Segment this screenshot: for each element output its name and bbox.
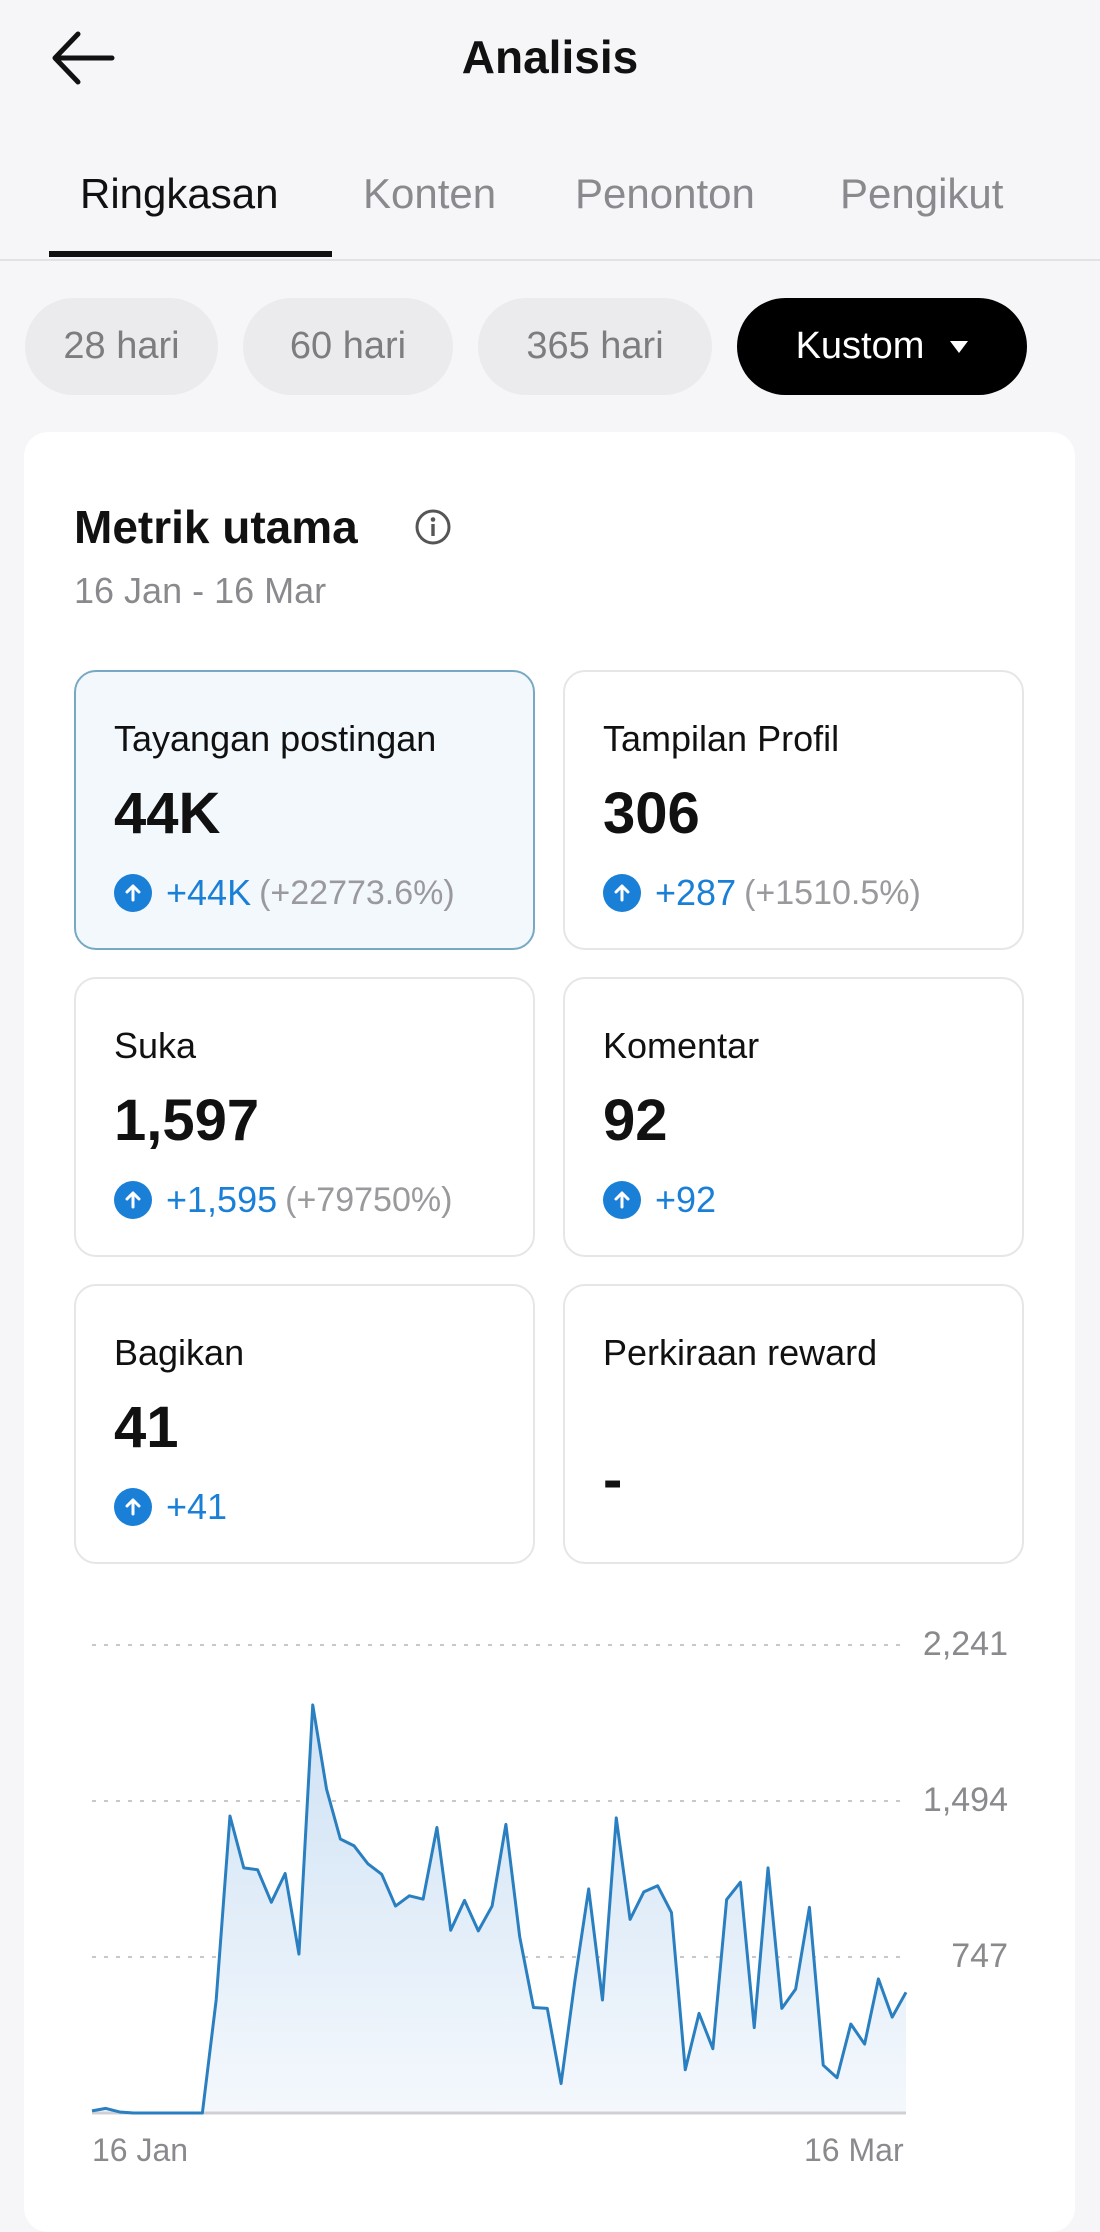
x-tick-label: 16 Mar bbox=[804, 2132, 904, 2169]
metric-percent: (+79750%) bbox=[285, 1181, 452, 1220]
metric-change: +44K(+22773.6%) bbox=[114, 872, 455, 914]
metric-delta: +92 bbox=[655, 1179, 716, 1221]
metric-label: Komentar bbox=[603, 1025, 759, 1067]
date-range: 16 Jan - 16 Mar bbox=[74, 570, 326, 612]
arrow-up-circle-icon bbox=[114, 1181, 152, 1219]
metric-value: 92 bbox=[603, 1087, 668, 1154]
metric-label: Perkiraan reward bbox=[603, 1332, 877, 1374]
section-title: Metrik utama bbox=[74, 500, 358, 554]
y-tick-label: 747 bbox=[951, 1937, 1008, 1976]
metric-change: +1,595(+79750%) bbox=[114, 1179, 452, 1221]
metric-card[interactable]: Tampilan Profil 306 +287(+1510.5%) bbox=[563, 670, 1024, 950]
page-title: Analisis bbox=[0, 30, 1100, 84]
tab-penonton[interactable]: Penonton bbox=[575, 170, 755, 218]
caret-down-icon bbox=[950, 341, 968, 353]
chip-label: Kustom bbox=[796, 325, 925, 368]
metric-value: - bbox=[603, 1446, 622, 1513]
range-60-days[interactable]: 60 hari bbox=[243, 298, 453, 395]
metric-value: 1,597 bbox=[114, 1087, 259, 1154]
metric-delta: +1,595 bbox=[166, 1179, 277, 1221]
range-custom-dropdown[interactable]: Kustom bbox=[737, 298, 1027, 395]
metric-label: Tayangan postingan bbox=[114, 718, 436, 760]
metric-delta: +41 bbox=[166, 1486, 227, 1528]
metric-card[interactable]: Tayangan postingan 44K +44K(+22773.6%) bbox=[74, 670, 535, 950]
metric-change: +92 bbox=[603, 1179, 716, 1221]
metric-percent: (+1510.5%) bbox=[744, 874, 921, 913]
y-tick-label: 2,241 bbox=[923, 1625, 1008, 1664]
metric-label: Bagikan bbox=[114, 1332, 244, 1374]
arrow-up-circle-icon bbox=[114, 1488, 152, 1526]
active-tab-indicator bbox=[49, 251, 332, 257]
tab-divider bbox=[0, 259, 1100, 261]
metric-change: +41 bbox=[114, 1486, 227, 1528]
tab-ringkasan[interactable]: Ringkasan bbox=[80, 170, 278, 218]
metric-delta: +44K bbox=[166, 872, 251, 914]
tab-konten[interactable]: Konten bbox=[363, 170, 496, 218]
x-tick-label: 16 Jan bbox=[92, 2132, 188, 2169]
metric-value: 306 bbox=[603, 780, 700, 847]
metric-percent: (+22773.6%) bbox=[259, 874, 455, 913]
metric-card[interactable]: Komentar 92 +92 bbox=[563, 977, 1024, 1257]
metric-value: 41 bbox=[114, 1394, 179, 1461]
y-tick-label: 1,494 bbox=[923, 1781, 1008, 1820]
metric-value: 44K bbox=[114, 780, 220, 847]
area-fill bbox=[92, 1705, 906, 2113]
chip-label: 60 hari bbox=[290, 325, 406, 368]
metric-delta: +287 bbox=[655, 872, 736, 914]
metric-label: Suka bbox=[114, 1025, 196, 1067]
info-circle-icon[interactable] bbox=[414, 508, 452, 546]
arrow-up-circle-icon bbox=[114, 874, 152, 912]
metric-card[interactable]: Suka 1,597 +1,595(+79750%) bbox=[74, 977, 535, 1257]
range-365-days[interactable]: 365 hari bbox=[478, 298, 712, 395]
metric-label: Tampilan Profil bbox=[603, 718, 839, 760]
metric-card[interactable]: Perkiraan reward - bbox=[563, 1284, 1024, 1564]
metric-card[interactable]: Bagikan 41 +41 bbox=[74, 1284, 535, 1564]
tab-pengikut[interactable]: Pengikut bbox=[840, 170, 1003, 218]
metric-change: +287(+1510.5%) bbox=[603, 872, 921, 914]
arrow-up-circle-icon bbox=[603, 1181, 641, 1219]
range-28-days[interactable]: 28 hari bbox=[25, 298, 218, 395]
chip-label: 365 hari bbox=[526, 325, 663, 368]
chip-label: 28 hari bbox=[63, 325, 179, 368]
views-chart bbox=[0, 1600, 1100, 2160]
arrow-up-circle-icon bbox=[603, 874, 641, 912]
